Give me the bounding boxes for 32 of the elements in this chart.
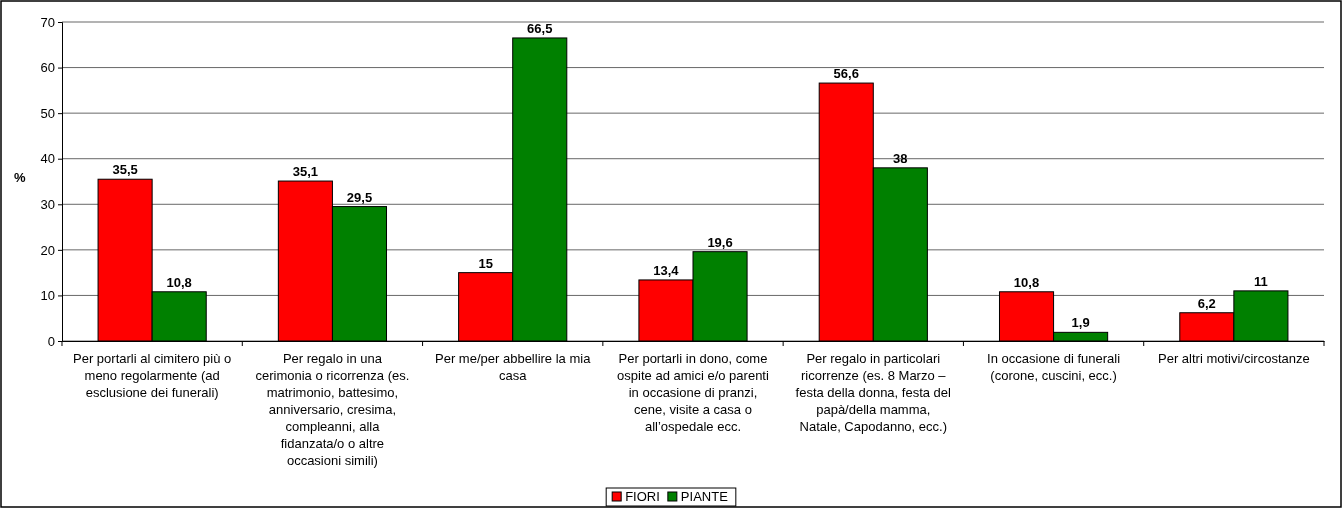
data-label: 13,4	[653, 262, 680, 278]
x-tick-label: Per me/per abbellire la mia casa	[435, 351, 592, 383]
data-label: 35,5	[112, 162, 138, 178]
x-tick-label: Per altri motivi/circostanze	[1158, 351, 1310, 366]
data-label: 15	[478, 255, 493, 271]
x-tick-label: Per portarli al cimitero più o meno regolarmente (ad esclusione dei funerali)	[73, 351, 232, 400]
data-label: 29,5	[346, 189, 373, 205]
data-label: 35,1	[292, 164, 319, 180]
data-label: 56,6	[833, 66, 859, 82]
data-label: 66,5	[527, 20, 553, 36]
data-label: 10,8	[166, 274, 192, 290]
y-tick-label: 50	[40, 105, 55, 121]
data-label: 11	[1254, 273, 1268, 289]
legend-label: FIORI	[625, 489, 660, 504]
legend-label: PIANTE	[680, 489, 729, 504]
x-tick-label: Per regalo in una cerimonia o ricorrenza (es. matrimonio, battesimo, anniversario, cresima, compleanni, alla fidanzata/o o altre occasioni simili)	[255, 351, 410, 468]
data-label: 38	[893, 150, 908, 166]
data-label: 1,9	[1071, 315, 1090, 331]
x-tick-label: Per portarli in dono, come ospite ad amici e/o parenti in occasione di pranzi, cene, visite a casa o all’ospedale ecc.	[617, 351, 769, 434]
y-tick-label: 0	[47, 333, 55, 349]
y-tick-label: 60	[40, 60, 55, 76]
y-tick-label: 30	[40, 196, 55, 212]
y-tick-label: 10	[40, 288, 55, 304]
x-tick-label: Per regalo in particolari ricorrenze (es. 8 Marzo – festa della donna, festa del papà/della mamma, Natale, Capodanno, ecc.)	[795, 351, 952, 434]
y-tick-label: 20	[40, 242, 55, 258]
data-label: 10,8	[1013, 274, 1040, 290]
data-label: 6,2	[1197, 295, 1216, 311]
y-tick-label: 70	[40, 14, 55, 30]
y-tick-label: 40	[40, 151, 55, 167]
data-label: 19,6	[707, 234, 733, 250]
x-tick-label: In occasione di funerali (corone, cuscini, ecc.)	[987, 351, 1121, 383]
y-axis-title: %	[14, 169, 26, 185]
